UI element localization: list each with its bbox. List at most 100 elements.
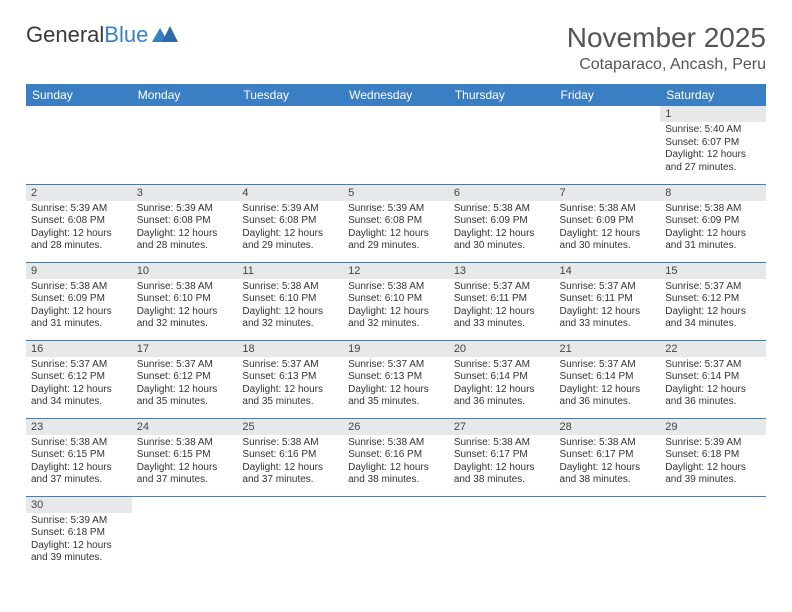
- day-number: 21: [555, 341, 661, 357]
- brand-logo: GeneralBlue: [26, 22, 178, 48]
- day-header: Saturday: [660, 84, 766, 106]
- day-number: 6: [449, 185, 555, 201]
- month-title: November 2025: [567, 22, 766, 54]
- day-body: Sunrise: 5:38 AMSunset: 6:10 PMDaylight:…: [132, 279, 238, 335]
- day-number: 19: [343, 341, 449, 357]
- day-number: 22: [660, 341, 766, 357]
- calendar-cell: 13Sunrise: 5:37 AMSunset: 6:11 PMDayligh…: [449, 262, 555, 340]
- day-header: Friday: [555, 84, 661, 106]
- calendar-cell: 25Sunrise: 5:38 AMSunset: 6:16 PMDayligh…: [237, 418, 343, 496]
- day-body: Sunrise: 5:37 AMSunset: 6:14 PMDaylight:…: [555, 357, 661, 413]
- calendar-cell: 23Sunrise: 5:38 AMSunset: 6:15 PMDayligh…: [26, 418, 132, 496]
- calendar-cell: 4Sunrise: 5:39 AMSunset: 6:08 PMDaylight…: [237, 184, 343, 262]
- calendar-row: 23Sunrise: 5:38 AMSunset: 6:15 PMDayligh…: [26, 418, 766, 496]
- calendar-cell: 6Sunrise: 5:38 AMSunset: 6:09 PMDaylight…: [449, 184, 555, 262]
- day-body: Sunrise: 5:37 AMSunset: 6:13 PMDaylight:…: [343, 357, 449, 413]
- day-body: Sunrise: 5:39 AMSunset: 6:08 PMDaylight:…: [237, 201, 343, 257]
- day-body: Sunrise: 5:37 AMSunset: 6:11 PMDaylight:…: [555, 279, 661, 335]
- calendar-cell: 10Sunrise: 5:38 AMSunset: 6:10 PMDayligh…: [132, 262, 238, 340]
- day-number: 27: [449, 419, 555, 435]
- calendar-cell: [132, 496, 238, 574]
- day-number: 9: [26, 263, 132, 279]
- calendar-cell: 19Sunrise: 5:37 AMSunset: 6:13 PMDayligh…: [343, 340, 449, 418]
- day-body: Sunrise: 5:38 AMSunset: 6:10 PMDaylight:…: [237, 279, 343, 335]
- day-body: Sunrise: 5:38 AMSunset: 6:09 PMDaylight:…: [449, 201, 555, 257]
- day-header: Tuesday: [237, 84, 343, 106]
- title-block: November 2025 Cotaparaco, Ancash, Peru: [567, 22, 766, 74]
- brand-name: GeneralBlue: [26, 22, 148, 48]
- calendar-row: 2Sunrise: 5:39 AMSunset: 6:08 PMDaylight…: [26, 184, 766, 262]
- calendar-cell: [555, 106, 661, 184]
- day-body: Sunrise: 5:40 AMSunset: 6:07 PMDaylight:…: [660, 122, 766, 178]
- day-number: 29: [660, 419, 766, 435]
- day-body: Sunrise: 5:38 AMSunset: 6:10 PMDaylight:…: [343, 279, 449, 335]
- day-number: 8: [660, 185, 766, 201]
- calendar-cell: [132, 106, 238, 184]
- calendar-cell: 14Sunrise: 5:37 AMSunset: 6:11 PMDayligh…: [555, 262, 661, 340]
- calendar-cell: 15Sunrise: 5:37 AMSunset: 6:12 PMDayligh…: [660, 262, 766, 340]
- brand-text-a: General: [26, 22, 104, 47]
- calendar-cell: 22Sunrise: 5:37 AMSunset: 6:14 PMDayligh…: [660, 340, 766, 418]
- day-number: 2: [26, 185, 132, 201]
- calendar-cell: 16Sunrise: 5:37 AMSunset: 6:12 PMDayligh…: [26, 340, 132, 418]
- calendar-cell: 7Sunrise: 5:38 AMSunset: 6:09 PMDaylight…: [555, 184, 661, 262]
- day-number: 3: [132, 185, 238, 201]
- day-number: 16: [26, 341, 132, 357]
- calendar-cell: 28Sunrise: 5:38 AMSunset: 6:17 PMDayligh…: [555, 418, 661, 496]
- day-number: 20: [449, 341, 555, 357]
- day-body: Sunrise: 5:37 AMSunset: 6:14 PMDaylight:…: [449, 357, 555, 413]
- calendar-cell: [237, 106, 343, 184]
- calendar-cell: [26, 106, 132, 184]
- day-number: 15: [660, 263, 766, 279]
- calendar-cell: [449, 106, 555, 184]
- day-body: Sunrise: 5:39 AMSunset: 6:08 PMDaylight:…: [343, 201, 449, 257]
- day-body: Sunrise: 5:37 AMSunset: 6:12 PMDaylight:…: [132, 357, 238, 413]
- calendar-cell: 30Sunrise: 5:39 AMSunset: 6:18 PMDayligh…: [26, 496, 132, 574]
- day-number: 14: [555, 263, 661, 279]
- day-body: Sunrise: 5:37 AMSunset: 6:12 PMDaylight:…: [660, 279, 766, 335]
- calendar-cell: [449, 496, 555, 574]
- day-body: Sunrise: 5:37 AMSunset: 6:11 PMDaylight:…: [449, 279, 555, 335]
- calendar-cell: 9Sunrise: 5:38 AMSunset: 6:09 PMDaylight…: [26, 262, 132, 340]
- calendar-cell: 2Sunrise: 5:39 AMSunset: 6:08 PMDaylight…: [26, 184, 132, 262]
- calendar-cell: 20Sunrise: 5:37 AMSunset: 6:14 PMDayligh…: [449, 340, 555, 418]
- calendar-cell: 27Sunrise: 5:38 AMSunset: 6:17 PMDayligh…: [449, 418, 555, 496]
- header: GeneralBlue November 2025 Cotaparaco, An…: [26, 22, 766, 74]
- day-body: Sunrise: 5:38 AMSunset: 6:16 PMDaylight:…: [343, 435, 449, 491]
- calendar-cell: 18Sunrise: 5:37 AMSunset: 6:13 PMDayligh…: [237, 340, 343, 418]
- day-number: 24: [132, 419, 238, 435]
- location-text: Cotaparaco, Ancash, Peru: [567, 56, 766, 74]
- day-number: 23: [26, 419, 132, 435]
- calendar-row: 9Sunrise: 5:38 AMSunset: 6:09 PMDaylight…: [26, 262, 766, 340]
- calendar-cell: 3Sunrise: 5:39 AMSunset: 6:08 PMDaylight…: [132, 184, 238, 262]
- calendar-cell: [660, 496, 766, 574]
- day-body: Sunrise: 5:38 AMSunset: 6:16 PMDaylight:…: [237, 435, 343, 491]
- day-number: 11: [237, 263, 343, 279]
- calendar-cell: 24Sunrise: 5:38 AMSunset: 6:15 PMDayligh…: [132, 418, 238, 496]
- day-number: 5: [343, 185, 449, 201]
- day-body: Sunrise: 5:38 AMSunset: 6:09 PMDaylight:…: [26, 279, 132, 335]
- day-number: 25: [237, 419, 343, 435]
- calendar-cell: 26Sunrise: 5:38 AMSunset: 6:16 PMDayligh…: [343, 418, 449, 496]
- day-number: 13: [449, 263, 555, 279]
- day-number: 18: [237, 341, 343, 357]
- day-header: Thursday: [449, 84, 555, 106]
- day-body: Sunrise: 5:38 AMSunset: 6:17 PMDaylight:…: [555, 435, 661, 491]
- day-body: Sunrise: 5:38 AMSunset: 6:15 PMDaylight:…: [132, 435, 238, 491]
- day-body: Sunrise: 5:38 AMSunset: 6:09 PMDaylight:…: [555, 201, 661, 257]
- day-number: 28: [555, 419, 661, 435]
- day-body: Sunrise: 5:37 AMSunset: 6:12 PMDaylight:…: [26, 357, 132, 413]
- day-body: Sunrise: 5:38 AMSunset: 6:15 PMDaylight:…: [26, 435, 132, 491]
- calendar-cell: [237, 496, 343, 574]
- calendar-cell: 21Sunrise: 5:37 AMSunset: 6:14 PMDayligh…: [555, 340, 661, 418]
- calendar-table: SundayMondayTuesdayWednesdayThursdayFrid…: [26, 84, 766, 574]
- day-body: Sunrise: 5:38 AMSunset: 6:09 PMDaylight:…: [660, 201, 766, 257]
- day-body: Sunrise: 5:39 AMSunset: 6:08 PMDaylight:…: [26, 201, 132, 257]
- calendar-cell: [343, 496, 449, 574]
- calendar-cell: 8Sunrise: 5:38 AMSunset: 6:09 PMDaylight…: [660, 184, 766, 262]
- day-number: 12: [343, 263, 449, 279]
- day-body: Sunrise: 5:37 AMSunset: 6:13 PMDaylight:…: [237, 357, 343, 413]
- day-header: Monday: [132, 84, 238, 106]
- calendar-cell: [555, 496, 661, 574]
- brand-text-b: Blue: [104, 22, 148, 47]
